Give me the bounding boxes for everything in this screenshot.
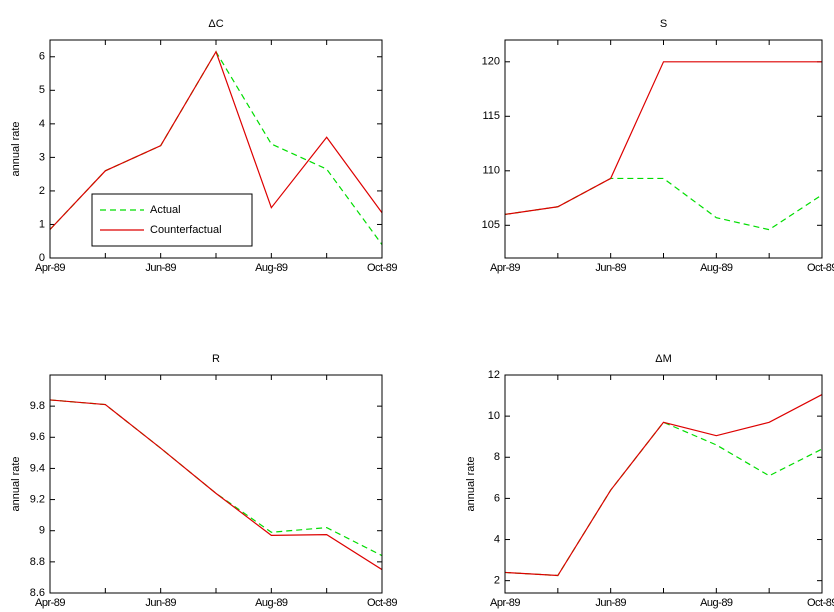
series-line — [504, 421, 823, 577]
chart-title: ΔC — [208, 18, 223, 30]
y-axis-label: annual rate — [10, 121, 22, 176]
plot-frame — [49, 39, 383, 259]
y-tick-label: 4 — [494, 533, 500, 545]
chart-title: S — [660, 18, 667, 30]
y-tick-label: 1 — [39, 218, 45, 230]
x-tick-label: Jun-89 — [595, 262, 626, 274]
y-tick-label: 4 — [39, 118, 45, 130]
y-tick-label: 8 — [494, 451, 500, 463]
legend-label: Actual — [150, 204, 181, 216]
y-tick-label: 6 — [494, 492, 500, 504]
y-tick-label: 8.6 — [30, 587, 45, 599]
series-line — [504, 394, 823, 577]
y-tick-label: 3 — [39, 151, 45, 163]
x-tick-label: Oct-89 — [807, 262, 834, 274]
x-tick-label: Apr-89 — [490, 597, 520, 609]
y-tick-label: 5 — [39, 84, 45, 96]
series-line — [504, 177, 823, 231]
y-tick-label: 9.8 — [30, 400, 45, 412]
y-tick-label: 2 — [39, 185, 45, 197]
x-tick-label: Apr-89 — [35, 262, 65, 274]
y-tick-label: 10 — [488, 410, 500, 422]
plot-frame — [504, 39, 823, 259]
x-tick-label: Jun-89 — [145, 597, 176, 609]
x-tick-label: Jun-89 — [145, 262, 176, 274]
x-tick-label: Apr-89 — [490, 262, 520, 274]
x-tick-label: Oct-89 — [807, 597, 834, 609]
y-tick-label: 9 — [39, 525, 45, 537]
series-line — [49, 50, 383, 230]
legend-label: Counterfactual — [150, 224, 222, 236]
y-tick-label: 0 — [39, 252, 45, 264]
y-tick-label: 120 — [482, 56, 500, 68]
y-tick-label: 105 — [482, 219, 500, 231]
y-tick-label: 9.4 — [30, 462, 45, 474]
x-tick-label: Oct-89 — [367, 262, 397, 274]
series-line — [49, 399, 383, 571]
y-axis-label: annual rate — [465, 456, 477, 511]
x-tick-label: Oct-89 — [367, 597, 397, 609]
y-tick-label: 9.2 — [30, 493, 45, 505]
series-line — [504, 61, 822, 215]
y-tick-label: 6 — [39, 51, 45, 63]
y-axis-label: annual rate — [10, 456, 22, 511]
chart-title: ΔM — [655, 353, 672, 365]
plot-frame — [504, 374, 823, 594]
x-tick-label: Aug-89 — [700, 597, 733, 609]
legend-box — [91, 193, 253, 247]
y-tick-label: 9.6 — [30, 431, 45, 443]
x-tick-label: Apr-89 — [35, 597, 65, 609]
y-tick-label: 115 — [482, 110, 500, 122]
panel: ΔC annual rate 0 1 2 3 4 5 6 Apr-89 Jun-89 Aug-89 Oc… — [10, 18, 398, 274]
x-tick-label: Aug-89 — [255, 597, 288, 609]
y-tick-label: 8.8 — [30, 556, 45, 568]
x-tick-label: Aug-89 — [700, 262, 733, 274]
x-tick-label: Aug-89 — [255, 262, 288, 274]
y-tick-label: 2 — [494, 575, 500, 587]
plot-frame — [49, 374, 383, 594]
chart-title: R — [212, 353, 220, 365]
y-tick-label: 110 — [482, 165, 500, 177]
panel: S 105 110 115 120 Apr-89 Jun-89 Aug-89 Oct-89 — [482, 18, 834, 274]
panel: ΔM annual rate 2 4 6 8 10 12 Apr-89 Jun-89 Aug-89 O… — [465, 353, 834, 609]
y-tick-label: 12 — [488, 369, 500, 381]
series-line — [49, 399, 383, 557]
x-tick-label: Jun-89 — [595, 597, 626, 609]
